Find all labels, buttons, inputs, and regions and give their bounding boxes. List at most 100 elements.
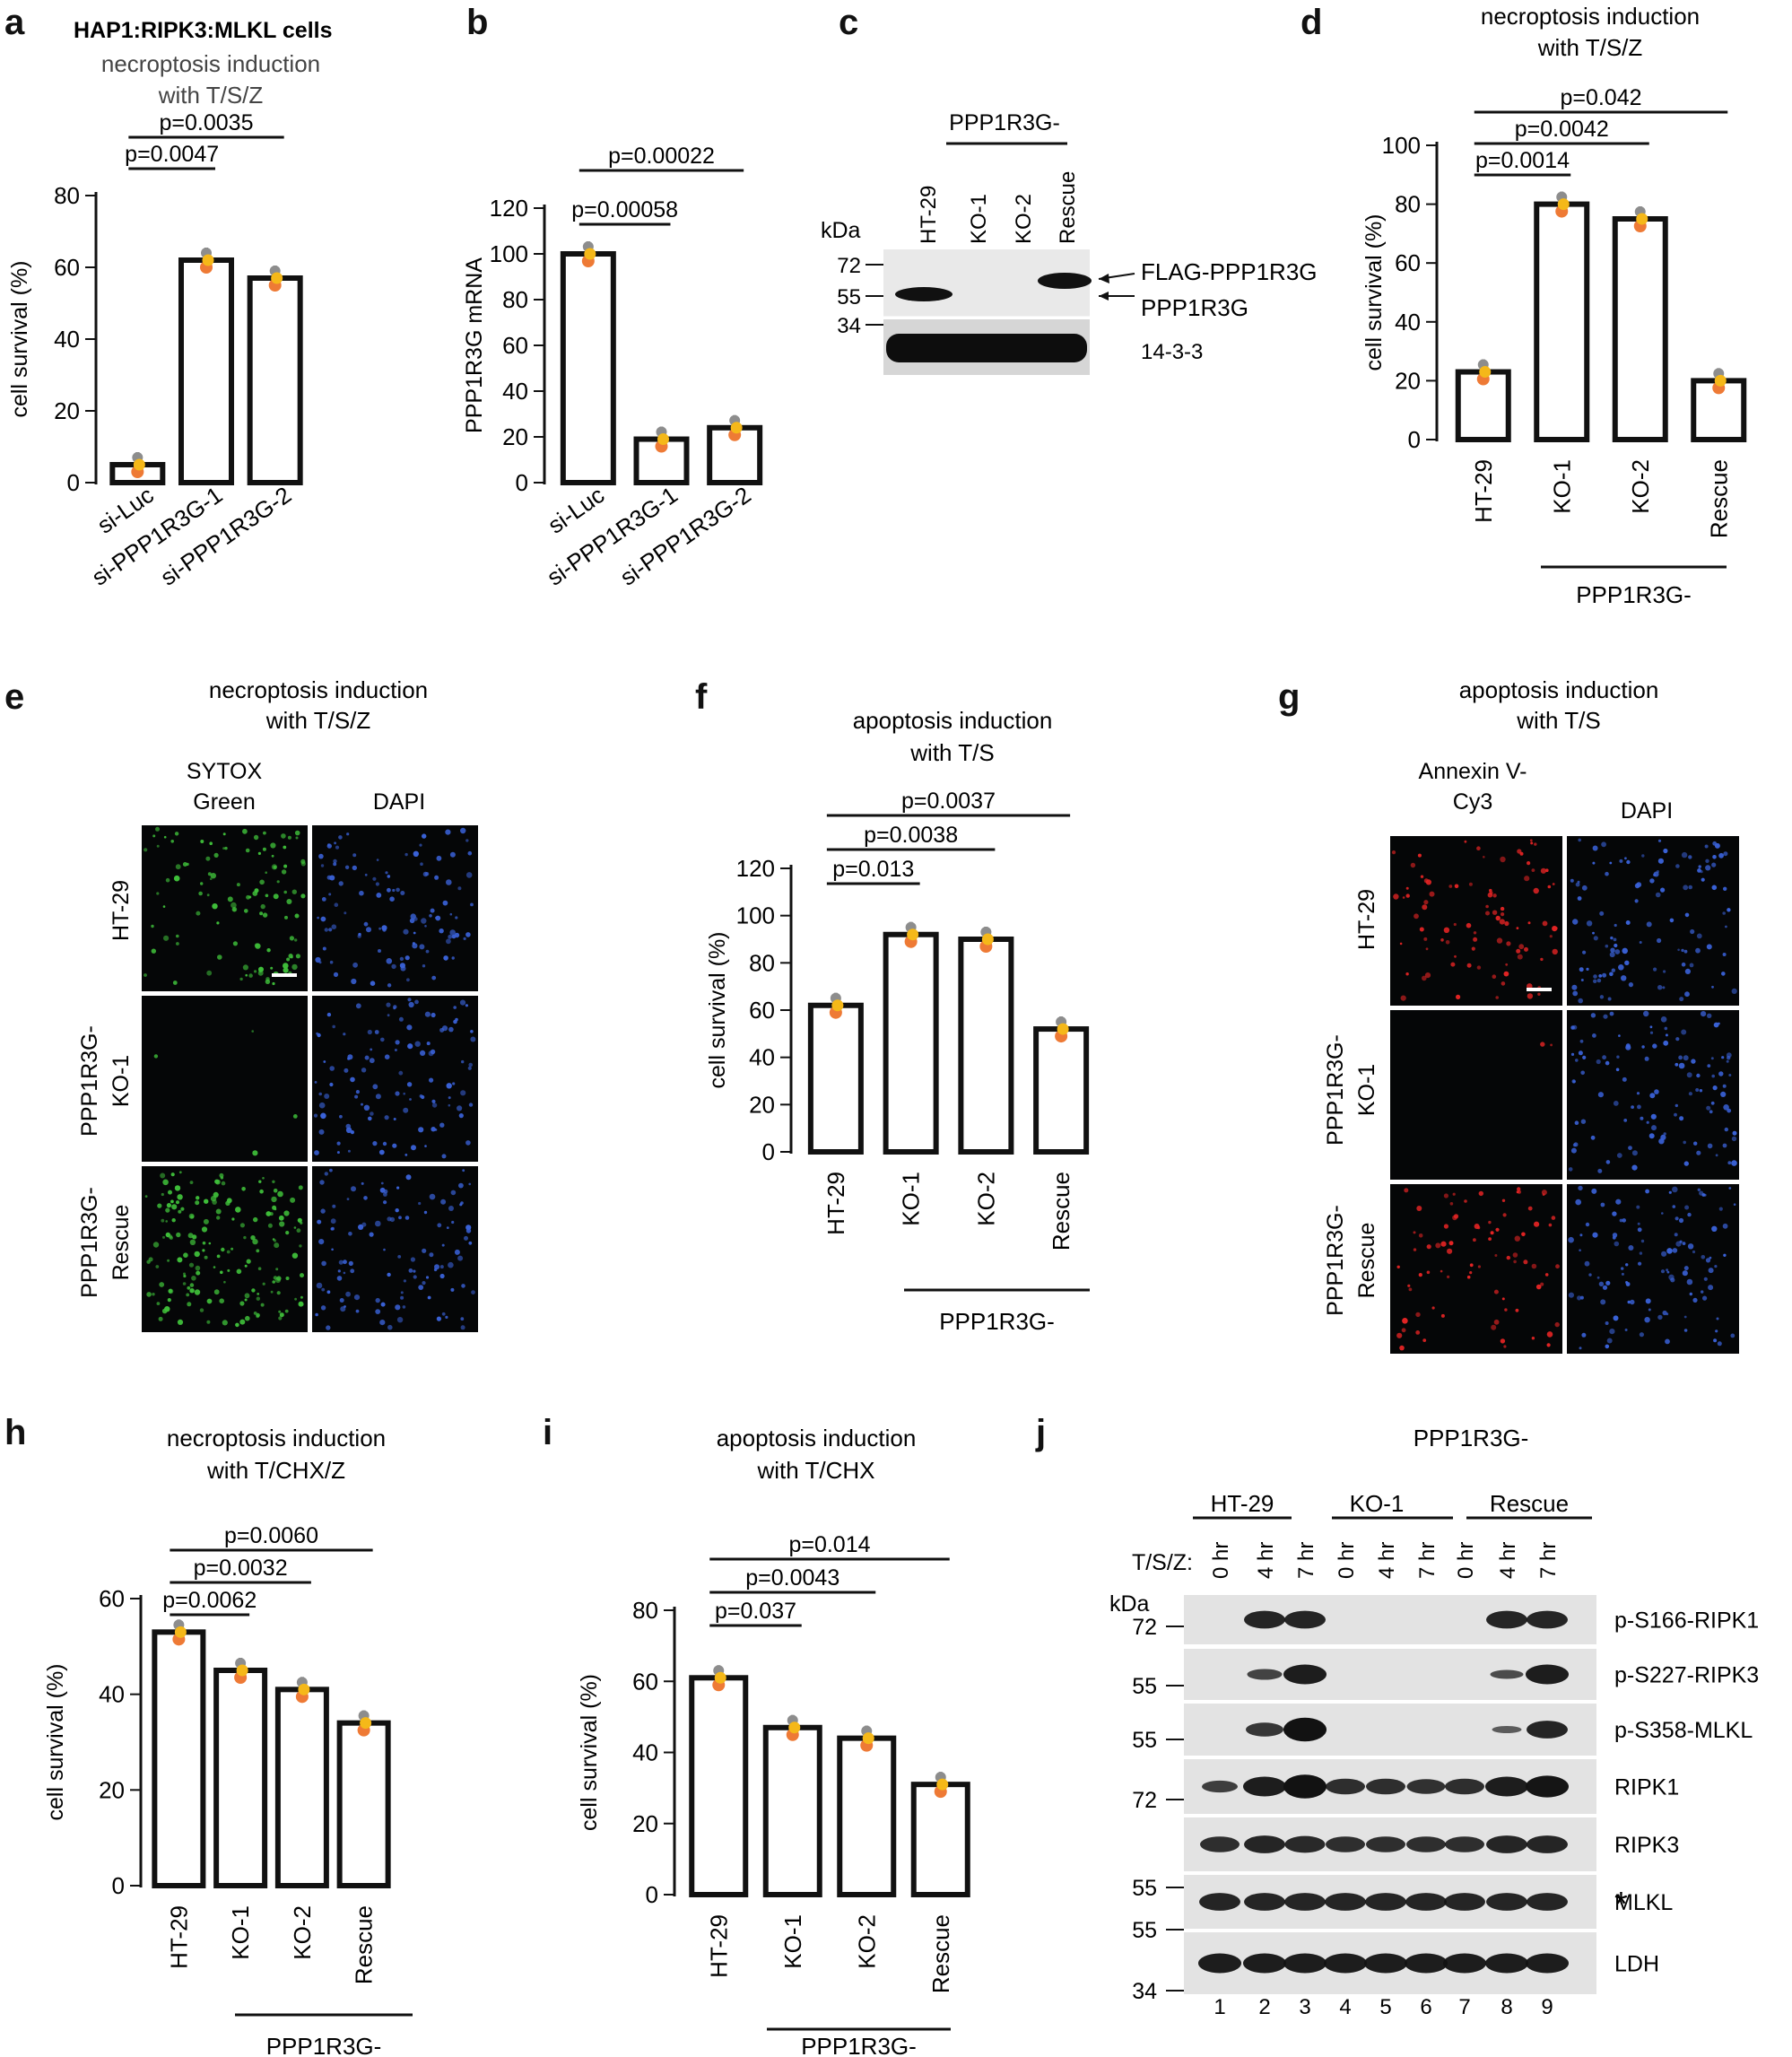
cell-spot (313, 1113, 318, 1118)
cell-spot (1483, 856, 1485, 859)
cell-spot (1698, 865, 1701, 868)
cell-spot (424, 925, 427, 928)
cell-spot (1435, 1242, 1441, 1249)
y-tick-label: 120 (736, 855, 775, 882)
cell-spot (372, 1141, 378, 1146)
cell-spot (424, 872, 430, 876)
chart-title-line1: necroptosis induction (167, 1425, 386, 1451)
cell-spot (323, 1060, 326, 1063)
timepoint-label: 4 hr (1375, 1542, 1399, 1579)
timepoint-label: 7 hr (1415, 1542, 1440, 1579)
cell-spot (1605, 1160, 1611, 1164)
cell-spot (1415, 1330, 1421, 1335)
cell-spot (168, 1234, 173, 1239)
cell-spot (244, 909, 248, 913)
cell-spot (327, 843, 330, 847)
cell-spot (449, 851, 456, 858)
cell-spot (1674, 1233, 1678, 1237)
cell-spot (1614, 949, 1621, 954)
cell-spot (294, 1297, 297, 1301)
cell-spot (1477, 1265, 1481, 1268)
blot-c-kda-55: 55 (837, 285, 861, 309)
cell-spot (207, 872, 212, 876)
cell-spot (374, 1030, 379, 1034)
cell-spot (1473, 931, 1477, 935)
micrograph-tile (312, 825, 478, 991)
cell-spot (208, 1242, 212, 1245)
cell-spot (1493, 1289, 1499, 1294)
cell-spot (1527, 993, 1534, 999)
cell-spot (294, 913, 300, 919)
cell-spot (1720, 1091, 1727, 1097)
cell-spot (171, 1204, 178, 1210)
cell-spot (431, 1099, 436, 1103)
cell-spot (1506, 941, 1511, 946)
cell-spot (1705, 1258, 1711, 1263)
cell-spot (1488, 1220, 1492, 1225)
cell-spot (1542, 1193, 1545, 1196)
cell-spot (336, 1151, 340, 1155)
cell-spot (339, 1298, 344, 1303)
y-tick-label: 80 (54, 182, 80, 209)
cell-spot (239, 1223, 245, 1228)
cell-spot (281, 833, 286, 839)
cell-spot (178, 1209, 182, 1214)
western-blot-panel-c: PPP1R3G- kDa 72 55 34 HT-29 KO-1 KO-2 Re… (821, 110, 1318, 375)
cell-spot (254, 943, 259, 948)
cell-spot (274, 1242, 280, 1249)
cell-spot (165, 877, 170, 883)
cell-spot (358, 932, 361, 937)
cell-spot (1405, 893, 1410, 898)
cell-spot (1527, 861, 1531, 866)
cell-spot (467, 850, 473, 856)
cell-spot (398, 1016, 404, 1022)
cell-spot (1578, 838, 1581, 842)
cell-spot (1598, 974, 1603, 978)
chart-title-line2: with T/S (909, 739, 994, 766)
cell-spot (290, 1197, 296, 1203)
blot-j-group-2: KO-1 (1350, 1490, 1405, 1517)
cell-spot (1423, 900, 1429, 905)
cell-spot (1653, 967, 1657, 972)
cell-spot (1521, 1232, 1526, 1237)
micrograph-tile (142, 996, 308, 1162)
cell-spot (329, 1066, 335, 1071)
panel-e-row2-label-line1: PPP1R3G- (77, 1025, 102, 1137)
cell-spot (395, 1040, 400, 1045)
cell-spot (1682, 1242, 1686, 1245)
cell-spot (1666, 1248, 1673, 1254)
cell-spot (1598, 1281, 1605, 1287)
blot-c-lane-4: Rescue (1056, 171, 1080, 244)
bar (762, 1724, 822, 1897)
cell-spot (206, 1320, 211, 1324)
cell-spot (1639, 941, 1642, 944)
cell-spot (375, 1297, 380, 1303)
cell-spot (439, 1273, 445, 1279)
panel-g-col1-line1: Annexin V- (1419, 759, 1527, 784)
cell-spot (450, 1287, 455, 1292)
cell-spot (413, 1269, 416, 1273)
cell-spot (1718, 852, 1724, 859)
cell-spot (406, 1082, 413, 1087)
cell-spot (283, 967, 289, 973)
cell-spot (394, 1049, 397, 1051)
protein-band (1246, 1722, 1283, 1737)
cell-spot (471, 1290, 475, 1294)
cell-spot (424, 1145, 427, 1147)
y-tick-label: 100 (1382, 132, 1421, 159)
cell-spot (1613, 1315, 1619, 1321)
cell-spot (262, 1282, 265, 1286)
cell-spot (1513, 1259, 1517, 1264)
cell-spot (1686, 1278, 1693, 1286)
y-axis-label: cell survival (%) (705, 931, 730, 1088)
protein-band (1244, 1835, 1285, 1853)
cell-spot (422, 1248, 427, 1253)
group-label: PPP1R3G- (266, 2033, 382, 2057)
blot-c-kda-34: 34 (837, 314, 861, 338)
cell-spot (439, 1122, 445, 1128)
cell-spot (1500, 1338, 1506, 1344)
cell-spot (1505, 963, 1509, 966)
cell-spot (1502, 1213, 1507, 1217)
cell-spot (1630, 1299, 1635, 1305)
